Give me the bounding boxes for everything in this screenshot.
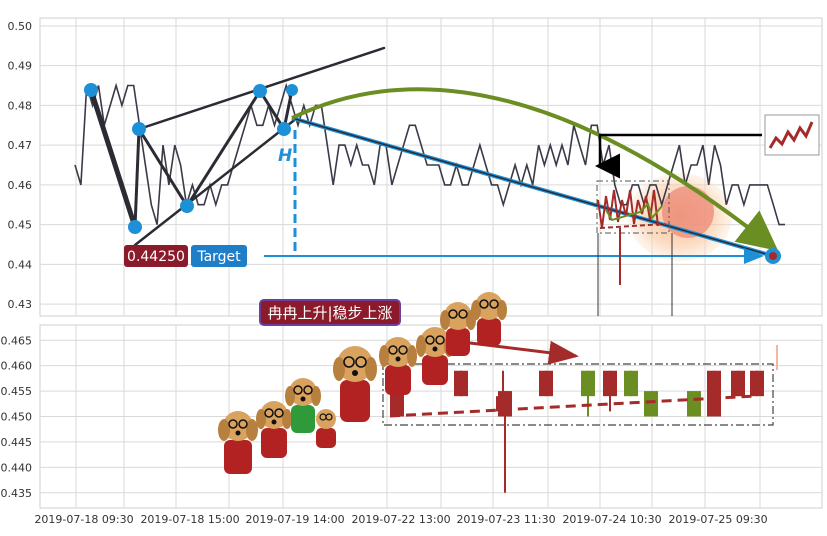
mini-candles-red — [597, 189, 659, 229]
y-tick-label: 0.460 — [1, 360, 33, 373]
y-tick-label: 0.50 — [8, 20, 33, 33]
price-line — [74, 82, 785, 226]
x-tick-label: 2019-07-22 13:00 — [351, 513, 450, 526]
pivot-dot — [253, 84, 267, 98]
mascot — [285, 378, 321, 433]
pattern-leg — [133, 127, 141, 229]
pivot-dot — [128, 220, 142, 234]
lower-trend — [133, 116, 299, 247]
mascot-group — [218, 292, 507, 474]
x-tick-label: 2019-07-23 11:30 — [456, 513, 555, 526]
y-tick-label: 0.48 — [8, 99, 33, 112]
y-tick-label: 0.47 — [8, 139, 33, 152]
pivot-dots — [84, 83, 298, 234]
y-tick-label: 0.465 — [1, 334, 33, 347]
price-badge-text: 0.44250 — [127, 249, 185, 265]
y-tick-label: 0.45 — [8, 219, 33, 232]
candle-body — [603, 370, 617, 397]
mini-candles-green — [605, 202, 663, 222]
top-y-axis: 0.50 0.49 0.48 0.47 0.46 0.45 0.44 0.43 — [8, 20, 33, 311]
x-tick-label: 2019-07-19 14:00 — [245, 513, 344, 526]
y-tick-label: 0.43 — [8, 298, 33, 311]
pivot-dot — [277, 122, 291, 136]
candle-body — [539, 370, 553, 397]
mascot — [256, 401, 292, 458]
candle-body — [731, 370, 745, 397]
zoom-box — [596, 180, 670, 234]
candle-trend — [389, 394, 756, 418]
candle-body — [454, 370, 468, 397]
mascot — [440, 302, 476, 356]
pivot-dot — [286, 84, 298, 96]
target-dot-center — [769, 252, 777, 260]
mascot — [471, 292, 507, 346]
candle-body — [498, 391, 512, 417]
y-tick-label: 0.445 — [1, 436, 33, 449]
mascot — [218, 411, 258, 474]
pattern-leg — [88, 87, 138, 230]
pivot-dot — [84, 83, 98, 97]
banner-text: 冉冉上升|稳步上涨 — [267, 304, 392, 322]
thumbnail-art — [768, 121, 814, 149]
x-axis: 2019-07-18 09:30 2019-07-18 15:00 2019-07-… — [34, 513, 767, 526]
pattern-leg — [185, 89, 262, 208]
candle-body — [581, 370, 595, 397]
x-tick-label: 2019-07-18 09:30 — [34, 513, 133, 526]
candle-body — [644, 391, 658, 417]
x-tick-label: 2019-07-18 15:00 — [140, 513, 239, 526]
projection-line-core — [291, 117, 774, 257]
candles — [390, 370, 764, 493]
arc-arrow — [291, 87, 779, 251]
y-tick-label: 0.455 — [1, 385, 33, 398]
y-tick-label: 0.440 — [1, 461, 33, 474]
pivot-dot — [132, 122, 146, 136]
candle-body — [707, 370, 721, 417]
candle-body — [624, 370, 638, 397]
thumbnail-box — [764, 114, 820, 156]
mascot — [333, 346, 377, 422]
zoom-callout — [595, 114, 820, 316]
target-badge-text: Target — [196, 249, 241, 265]
mascot — [316, 409, 336, 448]
pattern-leg — [258, 89, 286, 131]
banner — [259, 299, 401, 326]
callout-arrow — [595, 133, 762, 179]
candle-body — [390, 391, 404, 417]
y-tick-label: 0.450 — [1, 411, 33, 424]
pattern-leg — [137, 127, 189, 208]
mini-trend — [599, 223, 666, 229]
candle-body — [750, 370, 764, 397]
mascot — [379, 337, 417, 395]
y-tick-label: 0.49 — [8, 60, 33, 73]
candle-body — [687, 391, 701, 417]
x-tick-label: 2019-07-25 09:30 — [668, 513, 767, 526]
y-tick-label: 0.46 — [8, 179, 33, 192]
h-label: H — [278, 146, 292, 166]
bottom-y-axis: 0.465 0.460 0.455 0.450 0.445 0.440 0.435 — [1, 334, 33, 500]
price-badge — [124, 245, 188, 267]
target-badge — [191, 245, 247, 267]
highlight-core — [662, 186, 714, 238]
x-tick-label: 2019-07-24 10:30 — [562, 513, 661, 526]
y-tick-label: 0.435 — [1, 487, 33, 500]
pivot-dot — [180, 199, 194, 213]
y-tick-label: 0.44 — [8, 258, 33, 271]
